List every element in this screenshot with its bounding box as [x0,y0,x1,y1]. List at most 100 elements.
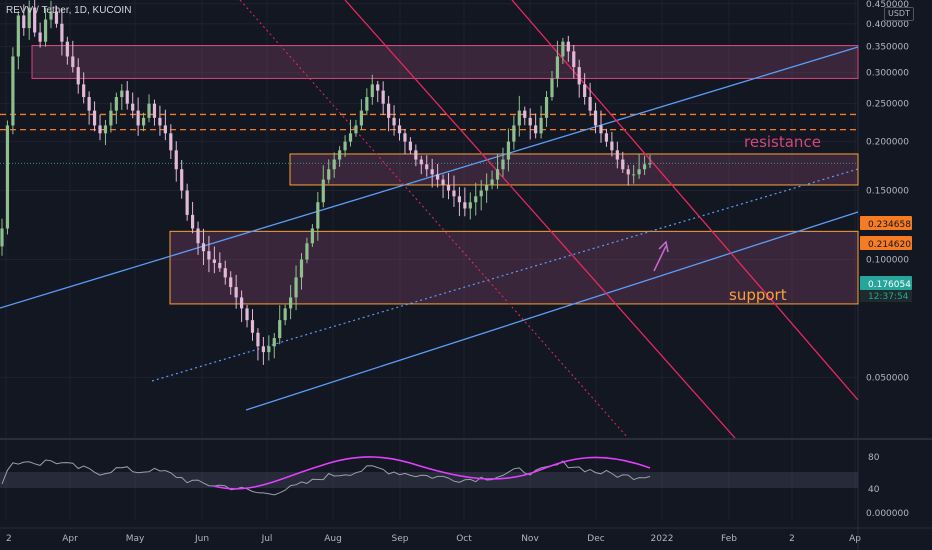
time-tick-label: Apr [62,534,78,544]
candle-body [16,15,20,57]
candle-body [637,169,641,175]
candle-body [327,169,331,180]
candle-body [316,202,320,229]
candle-body [92,110,97,126]
candle-body [190,214,195,229]
candle-body [294,277,298,298]
candle-body [463,202,467,209]
candle-body [376,84,380,91]
candle-body [348,133,353,142]
currency-badge[interactable]: USDT [884,7,914,21]
candle-body [114,97,118,111]
price-tick-label: 0.100000 [866,255,909,265]
candle-layer [0,0,652,365]
candle-body [174,150,178,170]
candle-body [261,346,265,353]
channel-lower-line [245,211,859,411]
price-label-value: 0.234658 [868,220,911,230]
candle-body [76,67,80,85]
forecast-arrow [653,245,667,272]
candle-body [359,110,363,126]
time-tick-label: Aug [324,534,342,544]
candle-body [495,169,500,180]
candle-body [22,15,26,29]
price-tick-label: 0.400000 [866,20,909,30]
candle-body [534,125,538,134]
candle-body [11,56,15,126]
candle-body [125,90,129,104]
candle-body [229,277,233,288]
candle-body [43,19,48,42]
candle-body [648,163,652,165]
candle-body [0,228,4,247]
candle-body [196,228,200,244]
price-tick-label: 0.150000 [866,187,909,197]
candle-body [332,159,336,170]
candle-body [71,56,75,68]
time-tick-label: Jul [261,534,273,544]
chart-title: REVV / Tether, 1D, KUCOIN [6,5,132,16]
candle-body [38,32,42,42]
time-tick-label: Jun [194,534,209,544]
candle-body [539,117,543,134]
downtrend-line-2 [511,0,859,401]
candle-body [485,184,489,191]
candle-body [599,125,603,134]
candle-body [5,125,10,229]
candle-body [441,179,445,185]
candle-body [414,150,418,160]
candle-body [474,196,478,203]
candle-body [103,125,108,134]
rsi-band [0,472,858,488]
candle-body [572,51,576,68]
candle-body [54,11,59,24]
candle-body [152,103,157,118]
candle-body [278,320,282,339]
candle-body [289,297,293,309]
candle-body [468,202,472,209]
candle-body [408,141,413,151]
time-tick-label: Oct [456,534,472,544]
candle-body [642,164,647,170]
price-label-box [860,236,912,250]
candle-body [593,110,598,126]
zone-support [289,153,859,186]
candle-body [239,297,244,309]
candle-body [425,164,429,170]
time-tick-label: Feb [721,534,737,544]
candle-body [523,110,527,118]
candle-body [299,259,304,278]
candle-body [82,84,86,98]
candle-body [387,103,391,118]
candle-body [163,125,167,134]
candle-body [577,67,581,85]
price-label-value: 0.214620 [868,240,911,250]
candle-body [305,243,309,260]
candle-body [610,141,614,151]
candle-body [27,7,31,29]
candle-body [201,243,206,252]
zone-label-resistance: resistance [744,133,821,151]
candle-body [446,184,451,191]
candle-body [98,125,102,134]
rsi-moving-average [213,456,651,490]
candle-body [583,84,587,98]
price-tick-label: 0.050000 [866,373,909,383]
candle-body [632,174,636,176]
rsi-panel [0,456,858,496]
candle-body [109,110,113,126]
candle-body [588,97,592,111]
candle-body [392,117,396,126]
time-tick-label: 2 [6,534,12,544]
candle-body [120,90,124,98]
candle-body [131,103,135,111]
candle-body [365,97,369,111]
downtrend-line-1 [344,0,736,439]
candle-body [561,41,565,57]
candle-body [490,179,494,185]
price-tick-label: 0.250000 [866,100,909,110]
rsi-tick-label: 0.000000 [866,509,909,519]
candle-body [338,150,342,160]
candle-body [501,159,505,170]
